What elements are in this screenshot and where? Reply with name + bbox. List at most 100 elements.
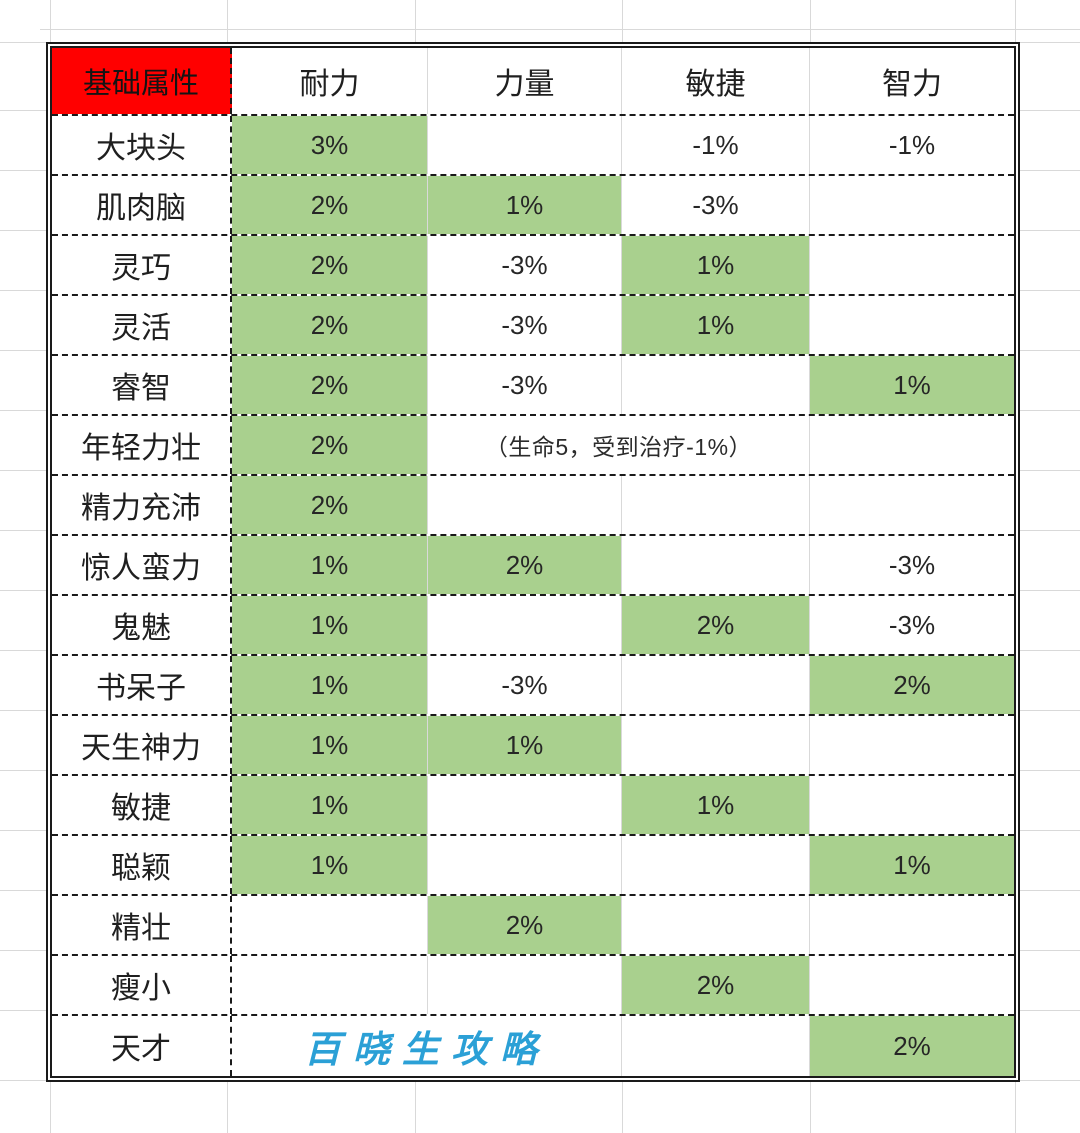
value-cell[interactable]: 1% xyxy=(232,596,428,654)
trait-name-cell[interactable]: 精力充沛 xyxy=(52,476,232,534)
gridline xyxy=(1020,650,1080,651)
gridline xyxy=(1020,770,1080,771)
value-cell[interactable] xyxy=(810,896,1014,954)
column-header[interactable]: 力量 xyxy=(428,48,622,114)
value-cell[interactable]: -3% xyxy=(428,296,622,354)
gridline xyxy=(50,1082,51,1133)
value-cell[interactable]: 2% xyxy=(428,896,622,954)
value-cell[interactable]: 1% xyxy=(428,176,622,234)
value-cell[interactable] xyxy=(622,476,810,534)
table-row: 惊人蛮力 1% 2% -3% xyxy=(52,536,1014,596)
value-cell[interactable] xyxy=(622,536,810,594)
gridline xyxy=(1020,830,1080,831)
gridline xyxy=(810,0,811,42)
trait-name-cell[interactable]: 肌肉脑 xyxy=(52,176,232,234)
value-cell[interactable] xyxy=(622,656,810,714)
value-cell[interactable] xyxy=(428,956,622,1014)
value-cell[interactable]: -3% xyxy=(428,656,622,714)
gridline xyxy=(1015,1082,1016,1133)
value-cell[interactable]: 1% xyxy=(428,716,622,774)
table-row: 睿智 2% -3% 1% xyxy=(52,356,1014,416)
table-row: 书呆子 1% -3% 2% xyxy=(52,656,1014,716)
value-cell[interactable] xyxy=(810,296,1014,354)
value-cell[interactable] xyxy=(232,956,428,1014)
value-cell[interactable] xyxy=(232,896,428,954)
trait-name-cell[interactable]: 天才 xyxy=(52,1016,232,1076)
gridline xyxy=(227,0,228,42)
trait-name-cell[interactable]: 敏捷 xyxy=(52,776,232,834)
column-header[interactable]: 耐力 xyxy=(232,48,428,114)
gridline xyxy=(1020,590,1080,591)
value-cell[interactable]: 2% xyxy=(232,296,428,354)
value-cell[interactable] xyxy=(428,776,622,834)
column-header[interactable]: 智力 xyxy=(882,68,942,101)
trait-name-cell[interactable]: 灵活 xyxy=(52,296,232,354)
table-row: 肌肉脑 2% 1% -3% xyxy=(52,176,1014,236)
value-cell[interactable]: 2% xyxy=(810,656,1014,714)
trait-name-cell[interactable]: 鬼魅 xyxy=(52,596,232,654)
value-cell[interactable]: 2% xyxy=(232,176,428,234)
value-cell[interactable]: 2% xyxy=(622,596,810,654)
table-row: 精力充沛 2% xyxy=(52,476,1014,536)
value-cell[interactable] xyxy=(428,476,622,534)
value-cell[interactable]: 1% xyxy=(622,776,810,834)
value-cell[interactable]: 1% xyxy=(810,356,1014,414)
trait-name-cell[interactable]: 灵巧 xyxy=(52,236,232,294)
note-cell[interactable]: （生命5，受到治疗-1%） xyxy=(428,416,810,474)
value-cell[interactable] xyxy=(428,116,622,174)
trait-name-cell[interactable]: 年轻力壮 xyxy=(52,416,232,474)
trait-name-cell[interactable]: 书呆子 xyxy=(52,656,232,714)
value-cell[interactable]: -1% xyxy=(622,116,810,174)
value-cell[interactable]: 2% xyxy=(428,536,622,594)
trait-name-cell[interactable]: 精壮 xyxy=(52,896,232,954)
value-cell[interactable] xyxy=(622,1016,810,1076)
value-cell[interactable]: -3% xyxy=(622,176,810,234)
trait-name-cell[interactable]: 睿智 xyxy=(52,356,232,414)
value-cell[interactable] xyxy=(622,356,810,414)
value-cell[interactable]: 2% xyxy=(232,236,428,294)
value-cell[interactable] xyxy=(428,836,622,894)
trait-name-cell[interactable]: 惊人蛮力 xyxy=(52,536,232,594)
value-cell[interactable]: -3% xyxy=(888,549,936,580)
value-cell[interactable] xyxy=(810,416,1014,474)
value-cell[interactable] xyxy=(810,236,1014,294)
value-cell[interactable]: 2% xyxy=(232,356,428,414)
table-row: 鬼魅 1% 2% -3% xyxy=(52,596,1014,656)
value-cell[interactable] xyxy=(622,716,810,774)
column-header[interactable]: 敏捷 xyxy=(622,48,810,114)
value-cell[interactable]: 2% xyxy=(622,956,810,1014)
value-cell[interactable]: 1% xyxy=(232,656,428,714)
gridline xyxy=(1020,410,1080,411)
value-cell[interactable]: 2% xyxy=(810,1016,1014,1076)
gridline xyxy=(40,29,1080,30)
value-cell[interactable]: 1% xyxy=(622,236,810,294)
gridline xyxy=(0,950,46,951)
trait-name-cell[interactable]: 瘦小 xyxy=(52,956,232,1014)
value-cell[interactable]: 1% xyxy=(232,716,428,774)
value-cell[interactable]: 1% xyxy=(232,776,428,834)
value-cell[interactable] xyxy=(810,956,1014,1014)
value-cell[interactable]: -3% xyxy=(428,236,622,294)
trait-name-cell[interactable]: 聪颖 xyxy=(52,836,232,894)
value-cell[interactable]: 1% xyxy=(232,536,428,594)
value-cell[interactable] xyxy=(428,596,622,654)
value-cell[interactable]: 1% xyxy=(810,836,1014,894)
value-cell[interactable]: -3% xyxy=(428,356,622,414)
value-cell[interactable]: 2% xyxy=(232,476,428,534)
value-cell[interactable]: 1% xyxy=(232,836,428,894)
value-cell[interactable] xyxy=(810,176,1014,234)
value-cell[interactable]: -3% xyxy=(888,609,936,640)
value-cell[interactable] xyxy=(810,716,1014,774)
value-cell[interactable]: 3% xyxy=(232,116,428,174)
value-cell[interactable]: -1% xyxy=(888,129,936,160)
trait-name-cell[interactable]: 大块头 xyxy=(52,116,232,174)
corner-header-cell[interactable]: 基础属性 xyxy=(52,48,232,114)
value-cell[interactable] xyxy=(810,776,1014,834)
table-header-row: 基础属性 耐力 力量 敏捷 智力 xyxy=(52,48,1014,116)
value-cell[interactable] xyxy=(810,476,1014,534)
value-cell[interactable] xyxy=(622,896,810,954)
value-cell[interactable] xyxy=(622,836,810,894)
value-cell[interactable]: 2% xyxy=(232,416,428,474)
value-cell[interactable]: 1% xyxy=(622,296,810,354)
trait-name-cell[interactable]: 天生神力 xyxy=(52,716,232,774)
